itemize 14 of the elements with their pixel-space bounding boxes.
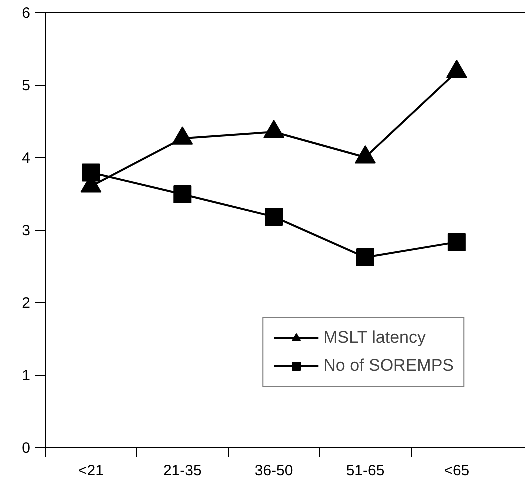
x-tick-label: 51-65 bbox=[346, 462, 385, 480]
x-tick-label: <65 bbox=[444, 462, 470, 480]
y-tick-label: 6 bbox=[22, 5, 30, 22]
y-tick-label: 4 bbox=[22, 150, 30, 167]
x-tick-label: 36-50 bbox=[254, 462, 294, 480]
legend-label: No of SOREMPS bbox=[324, 356, 454, 376]
legend-label: MSLT latency bbox=[324, 328, 426, 348]
y-tick-label: 2 bbox=[22, 295, 30, 312]
y-tick-label: 3 bbox=[22, 222, 30, 240]
y-tick-label: 0 bbox=[22, 440, 30, 457]
y-tick-label: 1 bbox=[22, 368, 30, 384]
x-tick-label: <21 bbox=[78, 462, 104, 480]
y-tick-label: 5 bbox=[22, 78, 30, 94]
x-tick-label: 21-35 bbox=[163, 462, 202, 480]
